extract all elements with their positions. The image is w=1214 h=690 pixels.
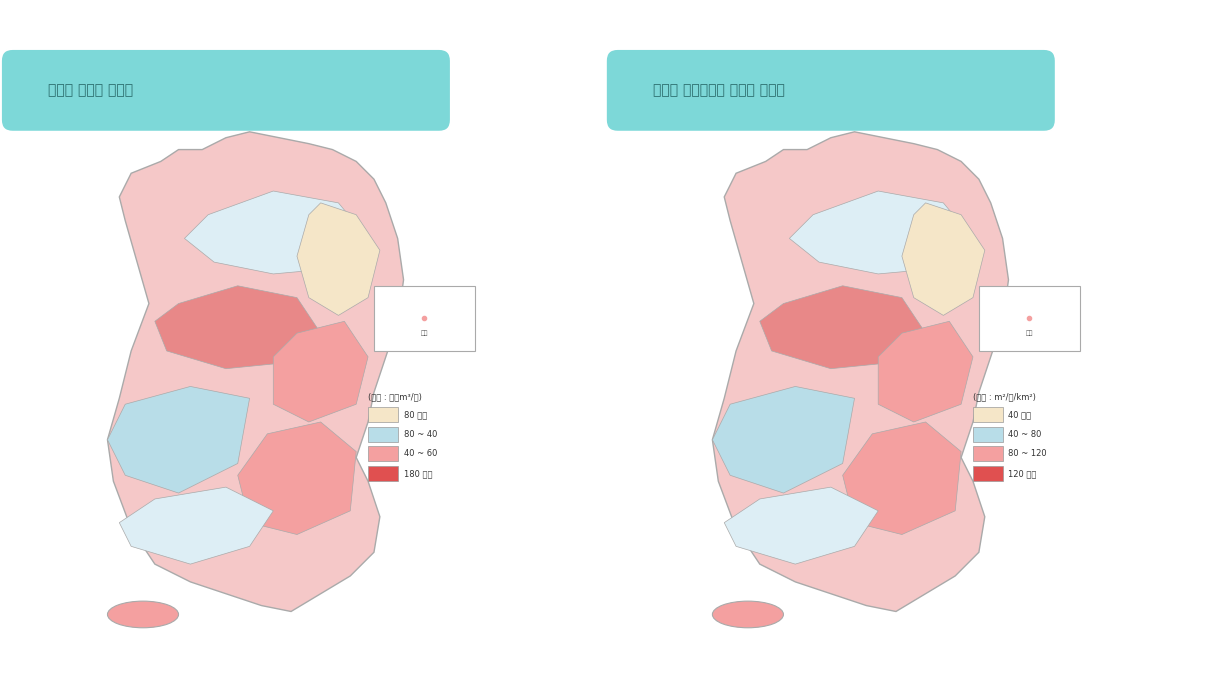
Text: 40 ~ 80: 40 ~ 80 <box>1009 430 1042 439</box>
FancyBboxPatch shape <box>978 286 1079 351</box>
Text: 유역별 지하수 이용량: 유역별 지하수 이용량 <box>49 83 134 97</box>
FancyBboxPatch shape <box>368 426 398 442</box>
Polygon shape <box>273 322 368 422</box>
Polygon shape <box>155 286 320 368</box>
Polygon shape <box>760 286 925 368</box>
Polygon shape <box>902 203 985 315</box>
FancyBboxPatch shape <box>972 446 1003 461</box>
Text: 유역별 단위면적당 지하수 이용량: 유역별 단위면적당 지하수 이용량 <box>653 83 785 97</box>
Text: 독도: 독도 <box>1026 331 1033 336</box>
Polygon shape <box>713 386 855 493</box>
FancyBboxPatch shape <box>368 466 398 481</box>
Polygon shape <box>108 132 403 611</box>
FancyBboxPatch shape <box>972 407 1003 422</box>
Text: 독도: 독도 <box>420 331 429 336</box>
Text: 80 미만: 80 미만 <box>403 411 427 420</box>
Ellipse shape <box>108 601 178 628</box>
Polygon shape <box>108 386 250 493</box>
Text: 120 이상: 120 이상 <box>1009 469 1037 478</box>
FancyBboxPatch shape <box>368 407 398 422</box>
Polygon shape <box>238 422 356 535</box>
FancyBboxPatch shape <box>972 466 1003 481</box>
FancyBboxPatch shape <box>374 286 475 351</box>
Text: (단위 : 백만m³/년): (단위 : 백만m³/년) <box>368 393 422 402</box>
FancyBboxPatch shape <box>606 49 1056 132</box>
Polygon shape <box>725 487 878 564</box>
FancyBboxPatch shape <box>972 426 1003 442</box>
Polygon shape <box>297 203 380 315</box>
Polygon shape <box>713 132 1009 611</box>
Ellipse shape <box>713 601 783 628</box>
Polygon shape <box>119 487 273 564</box>
Text: 40 ~ 60: 40 ~ 60 <box>403 449 437 458</box>
Text: 180 이상: 180 이상 <box>403 469 432 478</box>
Text: 80 ~ 40: 80 ~ 40 <box>403 430 437 439</box>
Polygon shape <box>185 191 368 274</box>
Text: 40 미만: 40 미만 <box>1009 411 1032 420</box>
Text: 80 ~ 120: 80 ~ 120 <box>1009 449 1048 458</box>
Polygon shape <box>878 322 972 422</box>
Polygon shape <box>789 191 972 274</box>
FancyBboxPatch shape <box>368 446 398 461</box>
Text: (단위 : m²/일/km²): (단위 : m²/일/km²) <box>972 393 1036 402</box>
FancyBboxPatch shape <box>1 49 450 132</box>
Polygon shape <box>843 422 961 535</box>
